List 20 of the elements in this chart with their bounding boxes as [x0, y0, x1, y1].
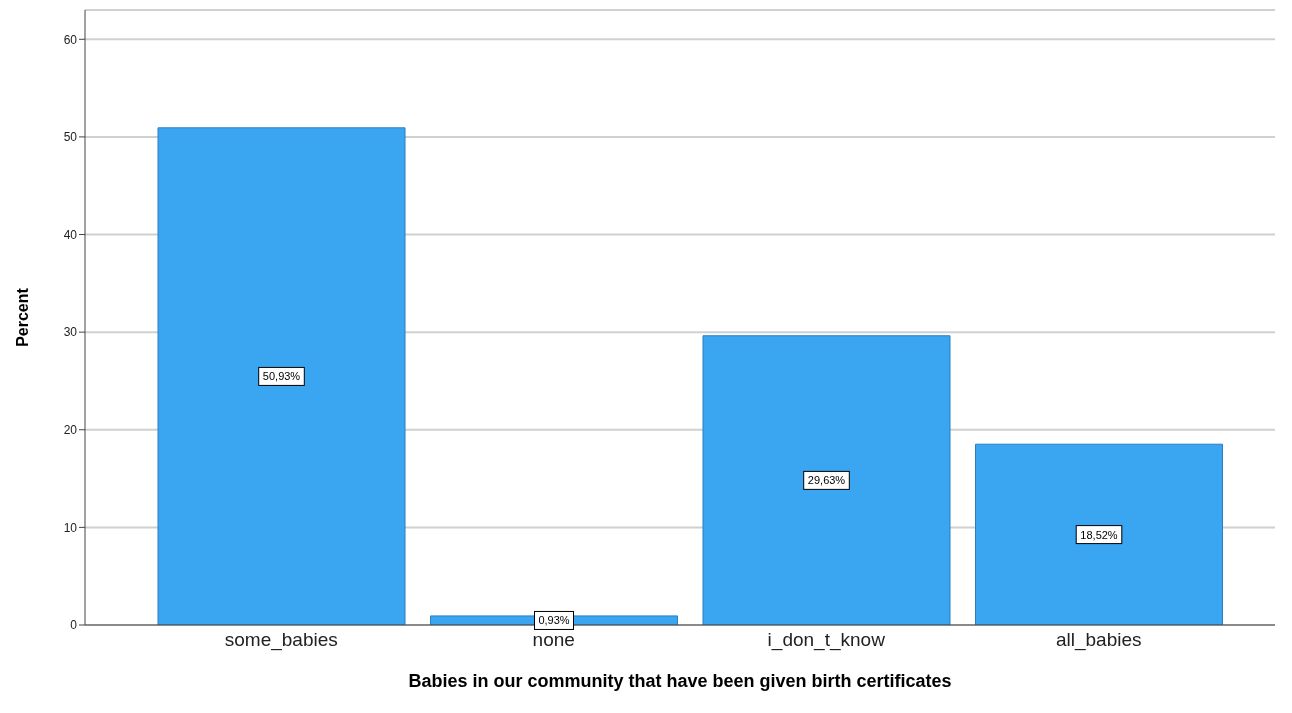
bar [702, 335, 951, 625]
y-tick-label: 10 [63, 520, 78, 535]
y-tick-label: 0 [70, 618, 78, 633]
data-label: 18,52% [1080, 528, 1118, 541]
y-tick-label: 20 [63, 423, 78, 438]
x-tick-label: all_babies [1055, 629, 1142, 652]
data-label: 0,93% [538, 614, 570, 627]
x-axis-title: Babies in our community that have been given birth certificates [408, 671, 952, 691]
y-tick-label: 50 [63, 130, 78, 145]
bar [157, 127, 406, 625]
y-tick-label: 60 [63, 32, 78, 47]
y-axis-title: Percent [13, 287, 31, 347]
x-tick-label: i_don_t_know [767, 629, 886, 652]
y-tick-label: 40 [63, 227, 78, 242]
x-tick-label: some_babies [224, 629, 338, 652]
data-label: 29,63% [807, 474, 846, 487]
y-tick-label: 30 [63, 325, 78, 340]
x-tick-label: none [532, 629, 575, 651]
data-label: 50,93% [262, 370, 301, 383]
bar [975, 443, 1223, 625]
